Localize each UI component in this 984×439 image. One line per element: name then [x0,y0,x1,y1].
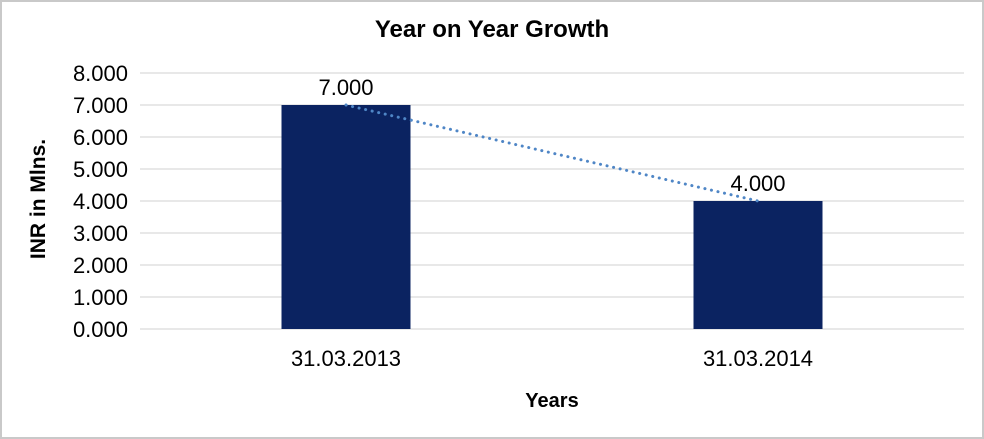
y-tick-label: 1.000 [73,285,128,310]
y-tick-label: 5.000 [73,157,128,182]
y-tick-label: 4.000 [73,189,128,214]
bar[interactable] [693,201,823,329]
y-axis-title: INR in Mlns. [27,139,50,259]
x-category-label: 31.03.2013 [291,346,401,371]
bar-data-label: 7.000 [318,75,373,100]
y-tick-label: 8.000 [73,61,128,86]
bar-data-label: 4.000 [730,171,785,196]
bar[interactable] [281,105,411,329]
y-tick-label: 2.000 [73,253,128,278]
y-tick-label: 7.000 [73,93,128,118]
y-tick-label: 0.000 [73,317,128,342]
chart-title: Year on Year Growth [374,16,610,43]
y-tick-label: 3.000 [73,221,128,246]
y-tick-label: 6.000 [73,125,128,150]
x-category-label: 31.03.2014 [703,346,813,371]
x-axis-title: Years [525,390,578,412]
